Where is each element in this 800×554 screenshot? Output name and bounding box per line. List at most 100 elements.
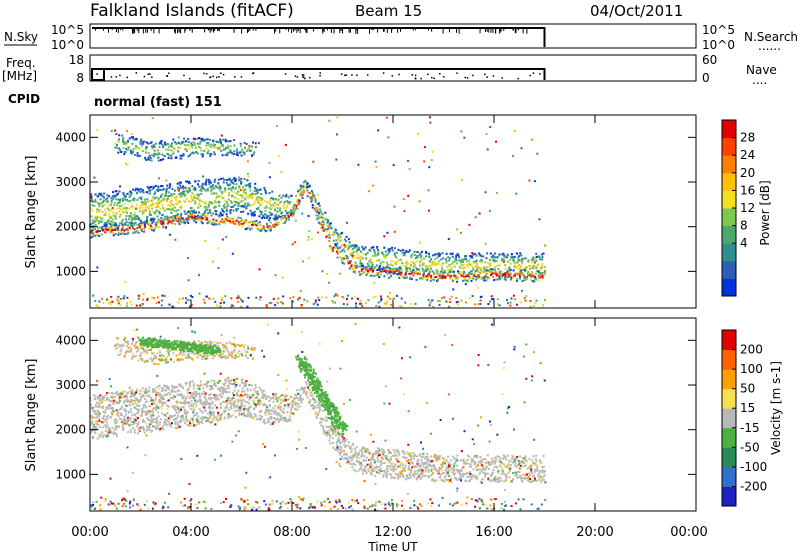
range-gate-cell [125, 413, 127, 416]
range-gate-cell [184, 194, 187, 197]
range-gate-cell [286, 204, 289, 207]
range-gate-cell [195, 395, 198, 398]
range-gate-cell [259, 410, 262, 413]
range-gate-cell [329, 434, 332, 437]
range-gate-cell [430, 258, 433, 261]
range-gate-cell [195, 393, 198, 396]
range-gate-cell [101, 195, 104, 198]
range-gate-cell [486, 269, 489, 272]
range-gate-cell [148, 200, 151, 202]
range-gate-cell [506, 253, 509, 256]
range-gate-cell [183, 220, 186, 223]
range-gate-cell [274, 214, 277, 216]
range-gate-cell [243, 151, 246, 154]
range-gate-cell [396, 268, 399, 270]
range-gate-cell [121, 134, 124, 137]
range-gate-cell [113, 224, 116, 227]
range-gate-cell [428, 304, 431, 307]
range-gate-cell [279, 215, 282, 218]
range-gate-cell [531, 266, 534, 269]
range-gate-cell [182, 387, 184, 389]
nave-dot [149, 73, 151, 75]
range-gate-cell [201, 186, 204, 189]
range-gate-cell [202, 390, 205, 393]
range-gate-cell [189, 189, 192, 192]
range-gate-cell [196, 387, 199, 390]
range-gate-cell [159, 141, 162, 144]
range-gate-cell [208, 385, 211, 387]
range-gate-cell [143, 209, 146, 212]
range-gate-cell [142, 298, 145, 301]
range-gate-cell [110, 395, 113, 398]
range-gate-cell [207, 204, 210, 207]
range-gate-cell [107, 428, 110, 431]
range-gate-cell [219, 402, 222, 405]
range-gate-cell [359, 299, 362, 302]
range-gate-cell [493, 269, 496, 272]
range-gate-cell [248, 414, 251, 417]
range-gate-cell [200, 215, 203, 218]
range-gate-cell [91, 422, 93, 425]
nave-dot [308, 76, 311, 79]
range-gate-cell [193, 195, 196, 198]
range-gate-cell [201, 403, 204, 405]
range-gate-cell [123, 415, 126, 418]
range-gate-cell [181, 414, 184, 417]
range-gate-cell [491, 298, 494, 301]
range-gate-cell [468, 273, 471, 276]
range-gate-cell [105, 435, 108, 438]
range-gate-cell [519, 252, 522, 255]
range-gate-cell [152, 420, 155, 423]
range-gate-cell [526, 276, 529, 278]
range-gate-cell [164, 219, 167, 222]
range-gate-cell [204, 218, 207, 221]
range-gate-cell [150, 204, 153, 207]
range-gate-cell [209, 211, 212, 214]
range-gate-cell [258, 268, 261, 271]
range-gate-cell [174, 421, 177, 424]
range-gate-cell [543, 271, 546, 274]
range-gate-cell [403, 252, 406, 255]
range-gate-cell [144, 206, 147, 209]
range-gate-cell [510, 276, 513, 279]
range-gate-cell [108, 431, 111, 434]
range-gate-cell [161, 404, 164, 407]
range-gate-cell [215, 197, 217, 200]
range-gate-cell [249, 228, 252, 231]
range-gate-cell [415, 266, 417, 269]
range-gate-cell [300, 190, 303, 193]
range-gate-cell [110, 392, 113, 394]
range-gate-cell [275, 393, 278, 396]
range-gate-cell [438, 254, 441, 257]
range-gate-cell [133, 224, 136, 226]
range-gate-cell [160, 397, 163, 399]
range-gate-cell [197, 179, 200, 182]
range-gate-cell [106, 194, 109, 197]
range-gate-cell [102, 426, 105, 429]
range-gate-cell [333, 231, 336, 234]
range-gate-cell [487, 262, 490, 265]
range-gate-cell [149, 192, 152, 195]
range-gate-cell [213, 146, 216, 149]
range-gate-cell [121, 390, 123, 393]
range-gate-cell [127, 225, 129, 228]
range-gate-cell [238, 201, 241, 204]
range-gate-cell [158, 153, 161, 156]
range-gate-cell [224, 295, 227, 298]
range-gate-cell [185, 220, 188, 223]
nave-dot [532, 72, 535, 74]
range-gate-cell [127, 146, 130, 149]
range-gate-cell [224, 388, 227, 391]
range-gate-cell [338, 434, 341, 437]
range-gate-cell [196, 399, 199, 402]
range-gate-cell [254, 384, 257, 387]
range-gate-cell [114, 129, 117, 132]
range-gate-cell [247, 406, 250, 409]
nsearch-label: N.Search [744, 30, 798, 44]
range-gate-cell [409, 276, 412, 279]
range-gate-cell [113, 201, 116, 204]
range-gate-cell [153, 218, 156, 221]
range-gate-cell [436, 270, 439, 273]
range-gate-cell [193, 144, 196, 147]
range-gate-cell [141, 303, 144, 306]
